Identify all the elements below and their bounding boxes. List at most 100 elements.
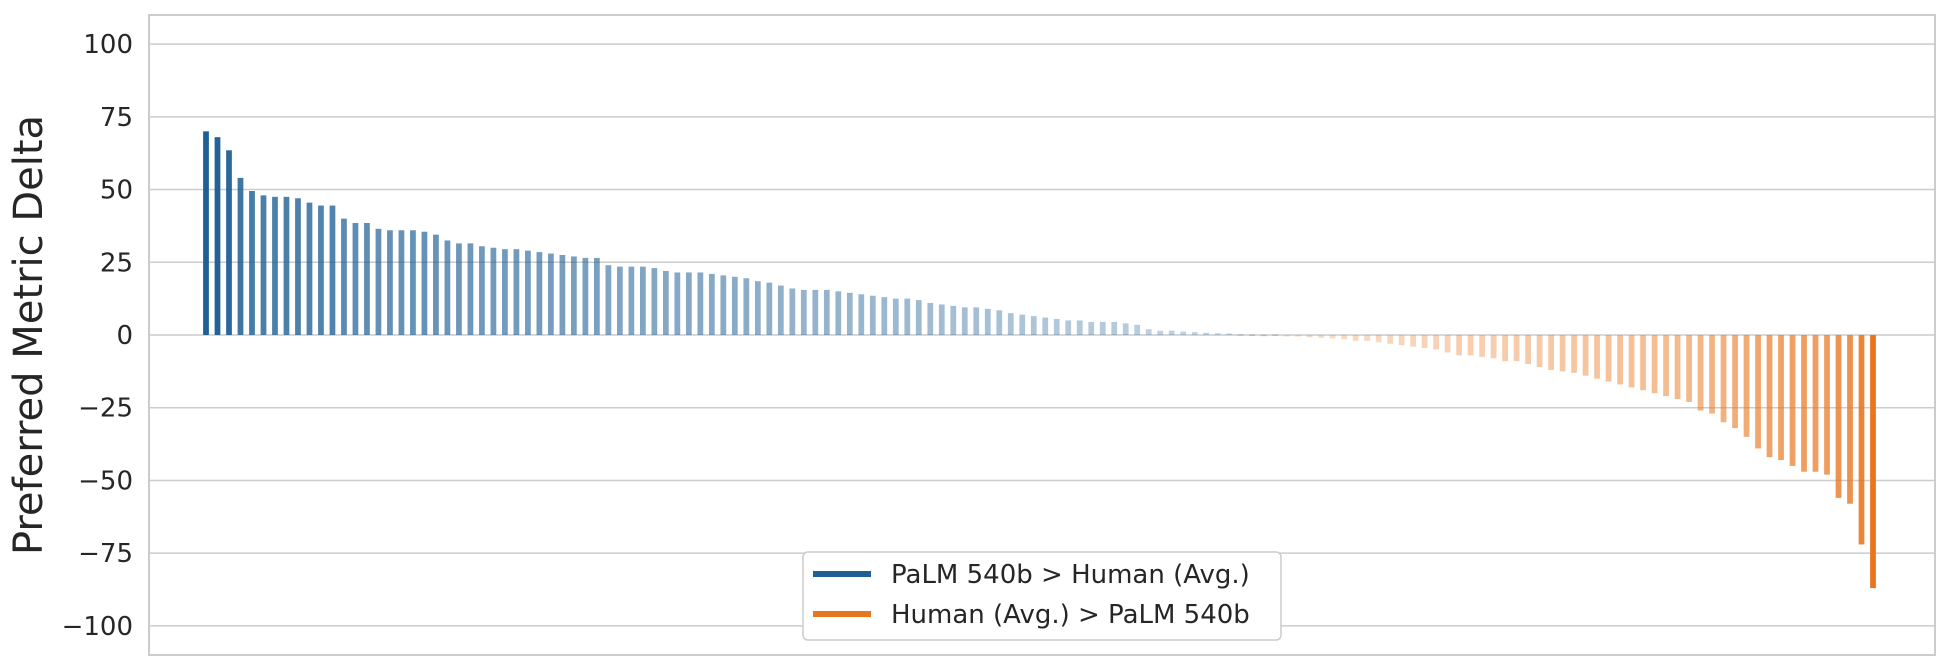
bar — [823, 289, 830, 335]
bar — [961, 307, 968, 335]
bar — [341, 218, 347, 335]
bar — [559, 255, 566, 335]
bar — [329, 205, 336, 335]
bar — [731, 276, 738, 335]
bar — [754, 281, 761, 335]
bar — [1525, 335, 1531, 365]
y-tick-label: −75 — [78, 539, 133, 569]
bar — [973, 307, 980, 335]
bar — [1352, 335, 1359, 341]
bar — [1536, 335, 1543, 367]
legend-box — [802, 551, 1282, 641]
bar — [1801, 335, 1807, 472]
bar — [1088, 321, 1095, 335]
bar — [203, 131, 209, 335]
bar — [1421, 335, 1428, 349]
bar — [915, 300, 922, 335]
bar — [306, 202, 313, 335]
bar — [1329, 335, 1336, 339]
bar — [1663, 335, 1669, 397]
bar — [1375, 335, 1382, 343]
bar — [456, 243, 462, 335]
bar — [1835, 335, 1842, 498]
bar — [1709, 335, 1715, 414]
bar — [904, 298, 911, 335]
bar — [881, 297, 888, 335]
bar — [375, 228, 382, 335]
bar — [318, 205, 324, 335]
bar — [1778, 335, 1784, 461]
bar — [800, 289, 807, 335]
bar — [352, 223, 359, 335]
bar — [1559, 335, 1566, 372]
bar — [1364, 335, 1371, 341]
bar — [1260, 334, 1267, 337]
bar — [283, 196, 290, 335]
bar — [548, 253, 554, 335]
bar — [410, 230, 416, 335]
bar — [1318, 335, 1325, 338]
bar — [662, 271, 669, 335]
y-tick-label: 25 — [100, 248, 133, 278]
bar — [1053, 319, 1060, 335]
bar — [892, 298, 899, 335]
bar — [1387, 335, 1394, 344]
bar — [1111, 321, 1118, 335]
bar — [1789, 335, 1796, 466]
bar — [1651, 335, 1658, 394]
bar — [1605, 335, 1612, 382]
bar — [846, 292, 853, 335]
bar — [1134, 324, 1141, 335]
bar — [433, 234, 439, 335]
bar — [1237, 334, 1244, 336]
bar — [1306, 335, 1313, 338]
bar — [1283, 335, 1290, 337]
bar — [1168, 330, 1175, 335]
bars — [203, 131, 1876, 589]
bar — [1847, 335, 1853, 504]
bar — [525, 250, 531, 335]
bar — [1755, 335, 1761, 449]
bar — [1398, 335, 1405, 346]
bar — [398, 230, 405, 335]
bar — [766, 282, 773, 335]
y-tick-label: 100 — [83, 30, 133, 60]
bar — [996, 310, 1003, 335]
y-tick-label: 75 — [100, 103, 133, 133]
bar — [1019, 314, 1026, 335]
bar — [1582, 335, 1589, 376]
bar — [697, 272, 704, 335]
bar — [1145, 329, 1152, 335]
bar — [1007, 313, 1014, 335]
bar — [1076, 320, 1083, 335]
y-tick-label: −50 — [78, 466, 133, 496]
bar — [984, 308, 991, 335]
bar — [720, 275, 727, 335]
bar — [651, 268, 658, 335]
bar — [571, 256, 577, 335]
bar — [1490, 335, 1497, 359]
bar — [502, 249, 508, 335]
bar — [364, 223, 370, 335]
bar — [1617, 335, 1623, 385]
bar — [835, 291, 842, 335]
bar — [295, 198, 301, 335]
bar — [1594, 335, 1600, 379]
bar — [1030, 316, 1037, 335]
bar — [1628, 335, 1635, 388]
bar — [1180, 331, 1187, 335]
bar — [1640, 335, 1646, 391]
bar — [869, 295, 876, 335]
bar — [421, 231, 428, 335]
bar — [260, 195, 267, 335]
bar — [938, 304, 945, 335]
bar — [249, 191, 255, 335]
bar — [639, 266, 646, 335]
bar — [582, 257, 589, 335]
bar — [628, 266, 635, 335]
bar — [1732, 335, 1738, 429]
bar — [513, 249, 520, 335]
bar — [214, 137, 221, 335]
bar — [1410, 335, 1417, 347]
bar — [1571, 335, 1577, 373]
